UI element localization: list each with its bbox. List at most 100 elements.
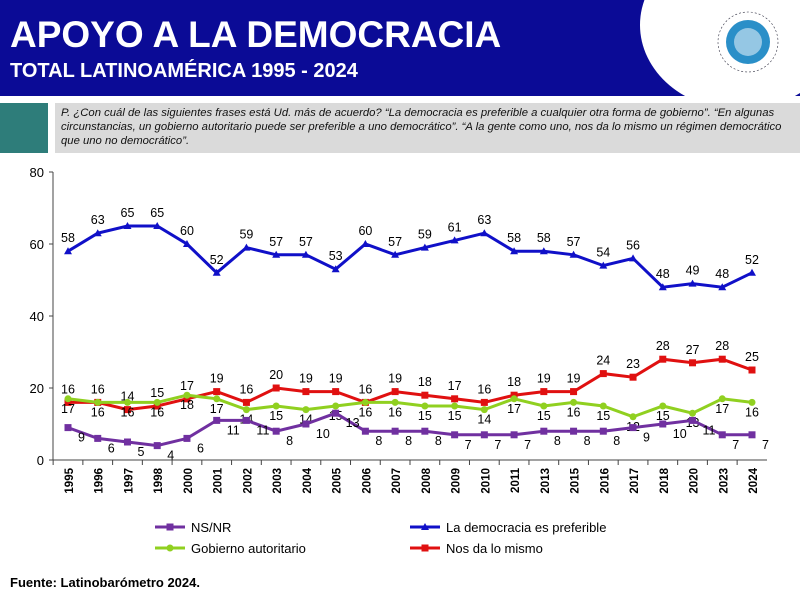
data-label: 7 — [494, 438, 501, 452]
x-tick-label: 2010 — [480, 468, 492, 494]
x-tick-label: 2013 — [540, 468, 552, 494]
data-point — [93, 229, 102, 237]
x-tick-label: 2004 — [302, 467, 314, 493]
data-point — [94, 398, 102, 406]
data-label: 58 — [537, 231, 551, 245]
data-label: 15 — [269, 409, 283, 423]
data-label: 7 — [762, 438, 769, 452]
data-label: 54 — [596, 246, 610, 260]
header-banner: APOYO A LA DEMOCRACIA TOTAL LATINOAMÉRIC… — [0, 0, 800, 110]
data-label: 15 — [448, 409, 462, 423]
data-point — [689, 416, 697, 424]
data-label: 19 — [388, 372, 402, 386]
data-point — [480, 406, 488, 414]
data-point — [332, 402, 340, 410]
series-line-la-democracia-es-preferible — [67, 224, 753, 289]
data-label: 17 — [507, 402, 521, 416]
data-label: 57 — [269, 235, 283, 249]
x-tick-label: 2006 — [361, 468, 373, 494]
x-tick-label: 2001 — [213, 467, 225, 493]
data-label: 16 — [567, 405, 581, 419]
data-label: 59 — [239, 228, 253, 242]
data-point — [718, 431, 726, 439]
data-label: 60 — [358, 224, 372, 238]
question-marker — [0, 103, 48, 153]
x-tick-label: 2008 — [421, 467, 433, 493]
data-label: 56 — [626, 238, 640, 252]
data-point — [242, 398, 250, 406]
data-point — [570, 388, 578, 396]
data-point — [451, 402, 459, 410]
data-point — [361, 240, 370, 247]
data-label: 18 — [507, 375, 521, 389]
data-point — [302, 406, 310, 414]
legend-label: La democracia es preferible — [446, 520, 606, 535]
data-point — [540, 402, 548, 410]
data-label: 16 — [121, 405, 135, 419]
data-point — [123, 398, 131, 406]
data-label: 58 — [61, 231, 75, 245]
data-label: 19 — [567, 372, 581, 386]
data-label: 19 — [299, 372, 313, 386]
data-label: 17 — [180, 379, 194, 393]
data-point — [718, 283, 727, 291]
data-label: 63 — [477, 213, 491, 227]
x-tick-label: 1996 — [94, 468, 106, 494]
data-point — [748, 431, 756, 439]
data-point — [420, 243, 429, 251]
data-point — [242, 416, 250, 424]
data-label: 19 — [210, 372, 224, 386]
data-point — [540, 427, 548, 435]
data-label: 15 — [656, 409, 670, 423]
legend-label: Gobierno autoritario — [191, 541, 306, 556]
data-point — [748, 398, 756, 406]
data-label: 18 — [180, 398, 194, 412]
legend-marker — [421, 544, 429, 552]
data-label: 9 — [643, 431, 650, 445]
data-point — [629, 254, 638, 262]
data-point — [510, 247, 519, 255]
data-point — [361, 398, 369, 406]
data-point — [540, 388, 548, 396]
data-label: 15 — [596, 409, 610, 423]
data-point — [629, 373, 637, 381]
survey-question: P. ¿Con cuál de las siguientes frases es… — [55, 103, 800, 153]
data-label: 16 — [91, 382, 105, 396]
data-label: 60 — [180, 224, 194, 238]
data-label: 25 — [745, 350, 759, 364]
data-label: 5 — [137, 445, 144, 459]
data-label: 19 — [537, 372, 551, 386]
y-tick-label: 60 — [30, 237, 44, 252]
data-point — [748, 268, 756, 276]
data-label: 18 — [418, 375, 432, 389]
data-label: 57 — [567, 235, 581, 249]
data-point — [183, 434, 191, 442]
x-tick-label: 1998 — [153, 467, 165, 493]
data-point — [212, 268, 221, 276]
data-label: 48 — [656, 267, 670, 281]
data-point — [658, 283, 667, 291]
data-point — [272, 250, 281, 258]
legend-label: NS/NR — [191, 520, 231, 535]
y-tick-label: 20 — [30, 381, 44, 396]
data-label: 14 — [477, 413, 491, 427]
data-label: 8 — [286, 434, 293, 448]
data-point — [421, 402, 429, 410]
data-point — [391, 388, 399, 396]
data-point — [629, 413, 637, 421]
x-tick-label: 2016 — [599, 468, 611, 494]
data-label: 16 — [477, 382, 491, 396]
data-label: 16 — [150, 405, 164, 419]
page-title: APOYO A LA DEMOCRACIA — [10, 14, 502, 55]
data-label: 4 — [167, 449, 174, 463]
page-subtitle: TOTAL LATINOAMÉRICA 1995 - 2024 — [10, 60, 358, 82]
data-label: 15 — [418, 409, 432, 423]
data-label: 65 — [121, 206, 135, 220]
data-point — [480, 398, 488, 406]
data-point — [153, 402, 161, 410]
data-label: 65 — [150, 206, 164, 220]
data-point — [331, 265, 340, 273]
latinobarometro-logo — [717, 11, 779, 73]
x-tick-label: 2018 — [659, 467, 671, 493]
